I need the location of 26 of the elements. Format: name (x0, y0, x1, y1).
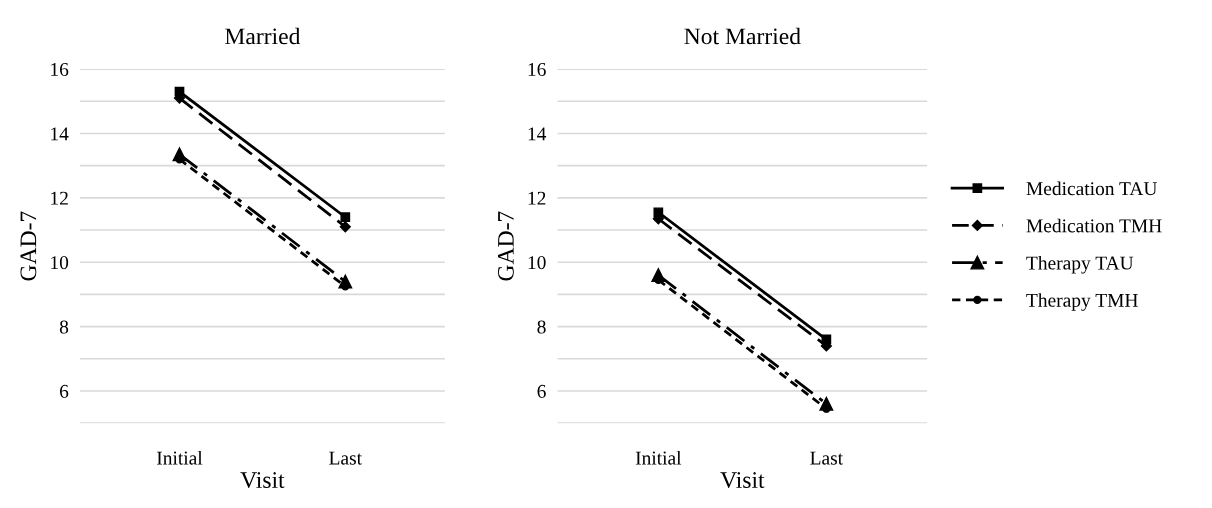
y-tick-label: 6 (59, 384, 69, 398)
y-tick-label: 14 (528, 127, 547, 141)
y-tick-label: 8 (59, 320, 69, 334)
legend-label: Therapy TAU (1026, 255, 1134, 274)
y-tick-label: 16 (51, 62, 69, 77)
y-tick-label: 10 (51, 256, 69, 270)
x-tick-label: Initial (156, 450, 203, 465)
legend-label: Medication TAU (1026, 181, 1158, 196)
chart-title: Married (225, 27, 301, 45)
y-tick-label: 10 (528, 256, 546, 270)
x-tick-label: Initial (635, 450, 682, 465)
y-axis-title: GAD-7 (497, 211, 514, 281)
y-tick-label: 16 (528, 62, 546, 77)
chart-title: Not Married (684, 27, 801, 45)
x-axis-title: Visit (240, 472, 285, 489)
y-tick-label: 12 (528, 191, 546, 205)
y-tick-label: 6 (537, 384, 546, 398)
y-tick-label: 8 (537, 320, 546, 334)
y-tick-label: 12 (51, 191, 68, 205)
y-axis-title: GAD-7 (20, 211, 37, 281)
y-tick-label: 14 (51, 127, 69, 141)
legend-label: Therapy TMH (1026, 293, 1138, 311)
x-axis-title: Visit (720, 472, 765, 489)
x-tick-label: Last (329, 451, 362, 465)
legend-label: Medication TMH (1026, 218, 1162, 233)
x-tick-label: Last (810, 451, 843, 465)
